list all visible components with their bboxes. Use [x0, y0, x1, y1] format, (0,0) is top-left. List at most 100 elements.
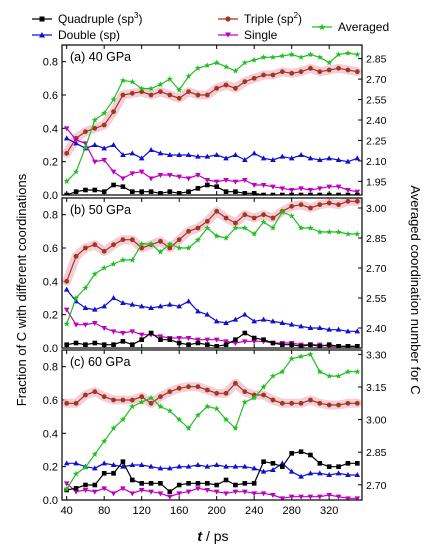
- point-triple: [120, 237, 126, 243]
- point-averaged: [335, 228, 342, 235]
- y-axis-left-label: Fraction of C with different coordinatio…: [14, 173, 29, 406]
- y-tick-label-right: 2.55: [366, 293, 387, 305]
- legend-item-averaged: Averaged: [312, 20, 389, 34]
- point-single: [138, 488, 145, 493]
- point-averaged: [260, 383, 267, 390]
- point-averaged: [307, 51, 314, 58]
- point-double: [307, 325, 314, 330]
- point-triple: [92, 389, 98, 395]
- point-averaged: [91, 270, 98, 277]
- panels: 0.0 0.2 0.4 0.6 0.8 1.95 2.10 2.25 2.40 2.55 2.70 2…: [43, 44, 387, 517]
- point-quadruple: [270, 461, 276, 466]
- point-single: [63, 481, 70, 487]
- point-double: [129, 462, 136, 467]
- point-single: [138, 332, 145, 338]
- point-double: [260, 316, 267, 322]
- point-triple: [214, 390, 220, 396]
- point-averaged: [279, 52, 286, 59]
- y-tick-label-left: 0.4: [43, 276, 58, 288]
- point-quadruple: [64, 192, 69, 195]
- legend: Quadruple (sp3) Triple (sp2) Averaged Do…: [32, 11, 389, 42]
- point-single: [176, 336, 182, 341]
- point-averaged: [344, 49, 351, 56]
- point-quadruple: [205, 481, 210, 486]
- point-quadruple: [167, 337, 173, 342]
- point-double: [242, 157, 248, 162]
- point-single: [204, 337, 211, 343]
- legend-item-triple: Triple (sp2): [218, 11, 302, 26]
- y-tick-label-right: 2.85: [366, 447, 387, 459]
- point-quadruple: [186, 481, 191, 486]
- point-triple: [186, 384, 191, 390]
- point-quadruple: [289, 192, 294, 195]
- point-averaged: [157, 248, 164, 255]
- point-quadruple: [83, 342, 88, 347]
- point-quadruple: [280, 464, 285, 469]
- point-triple: [129, 90, 135, 96]
- point-single: [63, 126, 70, 132]
- point-double: [251, 465, 257, 471]
- point-double: [213, 318, 220, 324]
- point-single: [279, 186, 286, 192]
- panel-frame: [61, 349, 363, 501]
- point-double: [82, 305, 89, 310]
- point-triple: [167, 245, 173, 251]
- point-triple: [167, 389, 173, 395]
- point-double: [345, 158, 351, 164]
- point-averaged: [82, 464, 89, 470]
- point-averaged: [344, 230, 351, 237]
- point-averaged: [129, 256, 136, 263]
- x-tick-label: 120: [133, 505, 151, 517]
- y-tick-label-left: 0.4: [43, 123, 58, 135]
- point-double: [270, 318, 276, 324]
- point-averaged: [298, 224, 305, 231]
- point-double: [101, 460, 107, 466]
- point-triple: [326, 67, 332, 73]
- point-double: [167, 152, 173, 157]
- point-averaged: [82, 144, 89, 150]
- point-triple: [148, 92, 154, 98]
- point-triple: [242, 389, 248, 395]
- point-quadruple: [289, 451, 294, 456]
- point-single: [326, 493, 332, 498]
- y-tick-label-right: 2.70: [366, 480, 387, 492]
- point-quadruple: [158, 481, 163, 486]
- point-single: [260, 183, 267, 188]
- point-triple: [73, 400, 79, 406]
- point-averaged: [129, 78, 136, 85]
- point-quadruple: [233, 482, 238, 488]
- point-triple: [158, 394, 163, 400]
- point-quadruple: [148, 330, 154, 336]
- point-double: [63, 286, 70, 292]
- point-single: [185, 489, 192, 495]
- point-single: [213, 179, 220, 185]
- point-triple: [204, 92, 210, 98]
- y-tick-label-right: 2.55: [366, 95, 387, 107]
- point-averaged: [157, 81, 164, 88]
- point-quadruple: [120, 459, 126, 464]
- point-single: [223, 491, 229, 497]
- series-line-averaged: [66, 52, 358, 182]
- point-averaged: [110, 425, 117, 431]
- y-tick-label-right: 2.85: [366, 233, 387, 245]
- point-double: [157, 150, 164, 156]
- point-averaged: [223, 63, 230, 70]
- point-double: [101, 145, 107, 151]
- point-single: [167, 494, 173, 500]
- point-quadruple: [270, 192, 276, 195]
- point-double: [251, 318, 257, 324]
- x-tick-label: 160: [170, 505, 188, 517]
- point-double: [92, 142, 98, 147]
- point-quadruple: [280, 342, 285, 347]
- point-triple: [204, 387, 210, 393]
- point-triple: [64, 150, 70, 156]
- point-averaged: [176, 244, 183, 251]
- point-averaged: [298, 54, 305, 60]
- point-quadruple: [167, 489, 173, 494]
- point-single: [251, 183, 257, 188]
- point-quadruple: [92, 187, 98, 193]
- y-tick-label-left: 0.2: [43, 310, 58, 322]
- point-double: [110, 142, 117, 147]
- point-double: [148, 305, 154, 310]
- point-triple: [345, 67, 351, 73]
